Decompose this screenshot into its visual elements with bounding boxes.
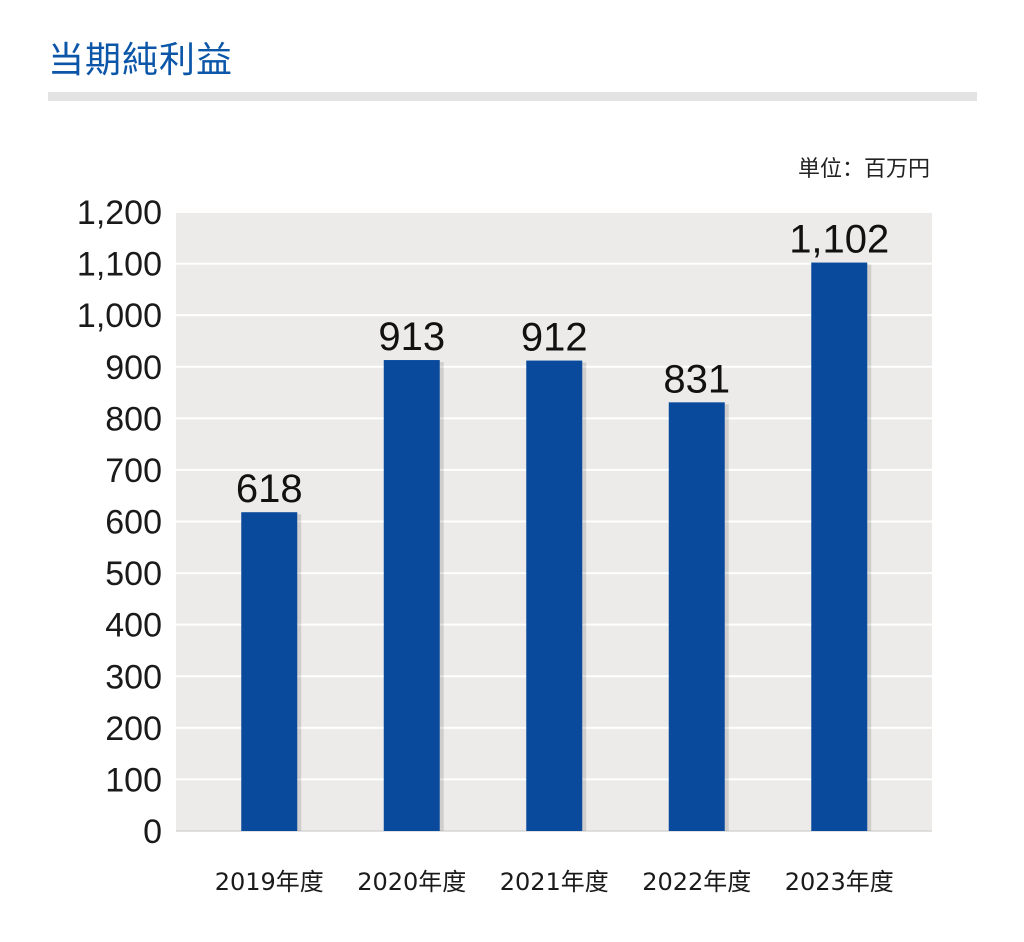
bar xyxy=(383,360,440,831)
y-tick-label: 700 xyxy=(105,452,162,490)
bar xyxy=(811,262,868,832)
y-tick-label: 200 xyxy=(105,710,162,748)
bar-value-labels: 618 913 912 831 1,102 xyxy=(236,218,889,512)
chart-title: 当期純利益 xyxy=(48,40,234,81)
bar-value-label: 618 xyxy=(236,467,303,511)
bar-value-label: 913 xyxy=(378,315,445,359)
y-tick-label: 0 xyxy=(143,813,162,851)
bar-value-label: 831 xyxy=(663,357,730,401)
title-underline xyxy=(48,92,977,101)
x-category-label: 2019年度 xyxy=(215,868,324,896)
y-tick-label: 500 xyxy=(105,555,162,593)
bar xyxy=(668,402,725,831)
y-tick-label: 300 xyxy=(105,658,162,696)
x-category-label: 2020年度 xyxy=(357,868,466,896)
y-tick-label: 1,100 xyxy=(77,246,162,284)
unit-label: 単位：百万円 xyxy=(797,157,930,182)
bar-value-label: 912 xyxy=(521,316,588,360)
x-axis-category-labels: 2019年度 2020年度 2021年度 2022年度 2023年度 xyxy=(215,868,894,896)
y-tick-label: 900 xyxy=(105,349,162,387)
x-category-label: 2021年度 xyxy=(500,868,609,896)
y-axis-tick-labels: 0 100 200 300 400 500 600 700 800 900 1,000 1,100 1,… xyxy=(77,194,162,851)
x-category-label: 2022年度 xyxy=(642,868,751,896)
y-tick-label: 100 xyxy=(105,761,162,799)
y-tick-label: 800 xyxy=(105,400,162,438)
y-tick-label: 600 xyxy=(105,504,162,542)
x-category-label: 2023年度 xyxy=(785,868,894,896)
y-tick-label: 400 xyxy=(105,607,162,645)
bar-value-label: 1,102 xyxy=(789,218,889,262)
bars xyxy=(241,262,872,832)
bar xyxy=(526,360,583,831)
bar xyxy=(241,512,298,831)
y-tick-label: 1,200 xyxy=(77,194,162,232)
y-tick-label: 1,000 xyxy=(77,297,162,335)
